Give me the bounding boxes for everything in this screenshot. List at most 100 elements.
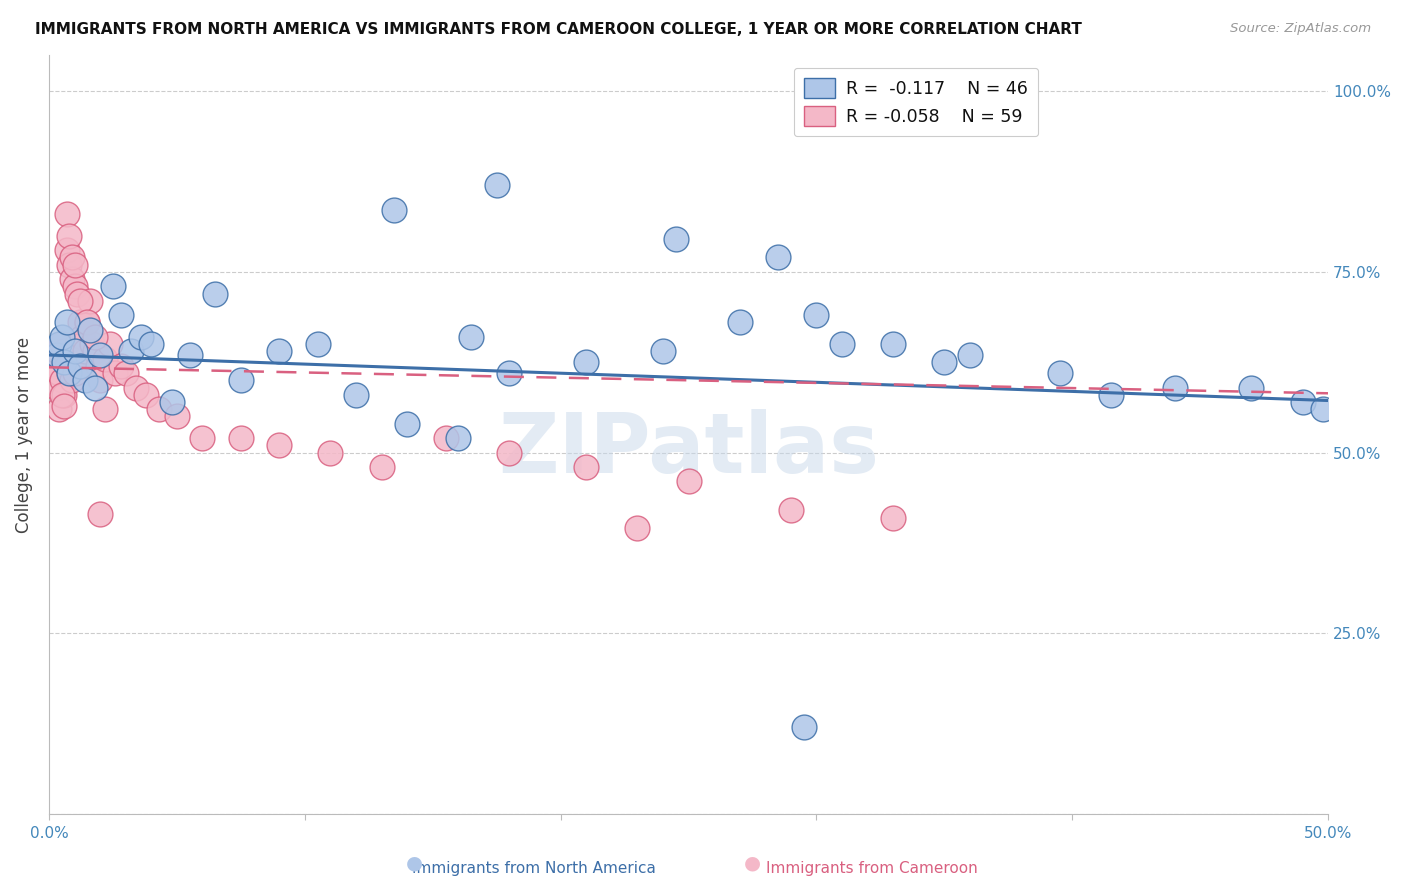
- Point: [396, 417, 419, 431]
- Point: [104, 366, 127, 380]
- Point: [84, 330, 107, 344]
- Point: [129, 330, 152, 344]
- Point: [84, 380, 107, 394]
- Text: ●: ●: [744, 854, 761, 872]
- Point: [51, 330, 73, 344]
- Point: [63, 344, 86, 359]
- Point: [269, 344, 291, 359]
- Point: [84, 344, 107, 359]
- Point: [51, 373, 73, 387]
- Point: [498, 445, 520, 459]
- Y-axis label: College, 1 year or more: College, 1 year or more: [15, 336, 32, 533]
- Point: [204, 286, 226, 301]
- Point: [60, 373, 83, 387]
- Point: [45, 344, 67, 359]
- Point: [94, 351, 117, 366]
- Point: [120, 344, 142, 359]
- Point: [894, 84, 917, 98]
- Point: [70, 330, 93, 344]
- Point: [63, 279, 86, 293]
- Legend: R =  -0.117    N = 46, R = -0.058    N = 59: R = -0.117 N = 46, R = -0.058 N = 59: [793, 68, 1038, 136]
- Point: [66, 337, 89, 351]
- Point: [94, 402, 117, 417]
- Point: [89, 348, 111, 362]
- Point: [652, 344, 675, 359]
- Point: [575, 355, 598, 369]
- Point: [73, 373, 96, 387]
- Point: [69, 293, 91, 308]
- Point: [780, 503, 803, 517]
- Point: [82, 337, 104, 351]
- Point: [806, 308, 828, 322]
- Text: Source: ZipAtlas.com: Source: ZipAtlas.com: [1230, 22, 1371, 36]
- Point: [114, 366, 136, 380]
- Point: [89, 373, 111, 387]
- Point: [229, 373, 252, 387]
- Point: [229, 431, 252, 445]
- Point: [58, 366, 80, 380]
- Point: [51, 388, 73, 402]
- Point: [79, 293, 101, 308]
- Point: [1099, 388, 1122, 402]
- Point: [179, 348, 201, 362]
- Point: [882, 337, 904, 351]
- Point: [42, 359, 65, 373]
- Point: [1312, 402, 1334, 417]
- Point: [60, 251, 83, 265]
- Point: [370, 460, 392, 475]
- Point: [665, 232, 688, 246]
- Point: [63, 366, 86, 380]
- Point: [166, 409, 188, 424]
- Point: [58, 366, 80, 380]
- Point: [110, 308, 132, 322]
- Text: IMMIGRANTS FROM NORTH AMERICA VS IMMIGRANTS FROM CAMEROON COLLEGE, 1 YEAR OR MOR: IMMIGRANTS FROM NORTH AMERICA VS IMMIGRA…: [35, 22, 1083, 37]
- Point: [58, 228, 80, 243]
- Point: [58, 258, 80, 272]
- Point: [56, 244, 79, 258]
- Point: [53, 399, 76, 413]
- Point: [793, 720, 815, 734]
- Point: [460, 330, 482, 344]
- Point: [575, 460, 598, 475]
- Point: [678, 475, 700, 489]
- Point: [160, 395, 183, 409]
- Point: [728, 316, 751, 330]
- Text: ZIPatlas: ZIPatlas: [498, 409, 879, 490]
- Point: [148, 402, 170, 417]
- Point: [831, 337, 853, 351]
- Point: [76, 316, 98, 330]
- Point: [69, 359, 91, 373]
- Point: [89, 507, 111, 521]
- Point: [101, 279, 124, 293]
- Point: [56, 359, 79, 373]
- Point: [125, 380, 148, 394]
- Point: [959, 348, 981, 362]
- Point: [934, 355, 956, 369]
- Point: [269, 438, 291, 452]
- Point: [60, 272, 83, 286]
- Point: [48, 402, 70, 417]
- Point: [498, 366, 520, 380]
- Point: [48, 366, 70, 380]
- Point: [73, 344, 96, 359]
- Point: [434, 431, 457, 445]
- Point: [66, 286, 89, 301]
- Text: ●: ●: [406, 854, 423, 872]
- Point: [382, 203, 405, 218]
- Point: [69, 316, 91, 330]
- Point: [86, 359, 108, 373]
- Point: [1163, 380, 1185, 394]
- Point: [69, 359, 91, 373]
- Point: [51, 337, 73, 351]
- Text: Immigrants from North America: Immigrants from North America: [412, 861, 657, 876]
- Point: [447, 431, 470, 445]
- Point: [76, 316, 98, 330]
- Point: [485, 178, 508, 193]
- Point: [191, 431, 214, 445]
- Point: [53, 355, 76, 369]
- Point: [1291, 395, 1313, 409]
- Point: [1240, 380, 1263, 394]
- Point: [53, 388, 76, 402]
- Point: [344, 388, 367, 402]
- Point: [56, 316, 79, 330]
